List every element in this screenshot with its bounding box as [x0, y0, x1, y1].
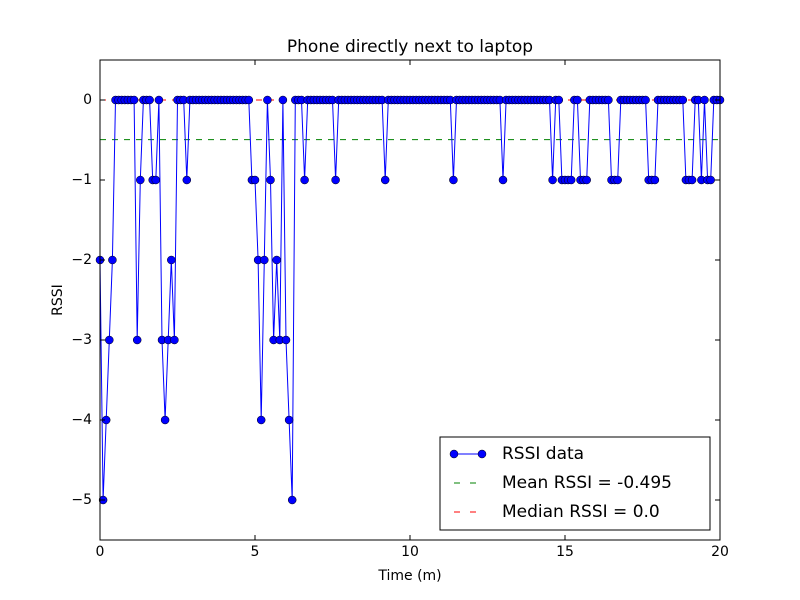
- y-tick-label: −3: [71, 332, 92, 348]
- legend-label: Mean RSSI = -0.495: [502, 473, 672, 493]
- data-point: [566, 175, 576, 185]
- data-point: [284, 415, 294, 425]
- data-point: [132, 335, 142, 345]
- data-point: [604, 95, 613, 105]
- x-tick-label: 15: [556, 544, 574, 560]
- data-point: [300, 175, 309, 185]
- data-point: [700, 95, 709, 105]
- data-point: [380, 175, 390, 185]
- x-tick-label: 20: [711, 544, 729, 560]
- y-tick-label: −5: [71, 492, 92, 508]
- data-point: [170, 335, 179, 345]
- y-tick-label: −4: [71, 412, 92, 428]
- data-point: [136, 175, 145, 185]
- x-axis-label: Time (m): [377, 568, 441, 584]
- data-point: [650, 175, 660, 185]
- y-tick-label: −2: [71, 252, 92, 268]
- y-axis-label: RSSI: [50, 284, 66, 316]
- data-point: [548, 175, 557, 185]
- legend-label: Median RSSI = 0.0: [502, 502, 660, 522]
- legend: RSSI data Mean RSSI = -0.495 Median RSSI =…: [439, 436, 711, 531]
- data-point: [154, 95, 164, 105]
- data-point: [498, 175, 508, 185]
- data-point: [182, 175, 192, 185]
- legend-swatch: [449, 449, 459, 459]
- y-tick-label: −1: [71, 172, 92, 188]
- data-point: [582, 175, 591, 185]
- data-point: [263, 95, 272, 105]
- chart-title: Phone directly next to laptop: [287, 37, 533, 57]
- data-point: [641, 95, 650, 105]
- data-point: [250, 175, 260, 185]
- data-point: [244, 95, 254, 105]
- legend-swatch: [477, 449, 487, 459]
- data-point: [151, 175, 161, 185]
- data-point: [554, 95, 564, 105]
- data-point: [287, 495, 297, 505]
- x-tick-label: 10: [401, 544, 419, 560]
- data-point: [256, 415, 266, 425]
- data-point: [167, 255, 176, 265]
- legend-label: RSSI data: [502, 444, 584, 464]
- data-point: [706, 175, 715, 185]
- data-point: [108, 255, 117, 265]
- data-point: [145, 95, 154, 105]
- x-tick-label: 0: [96, 544, 105, 560]
- y-tick-label: 0: [83, 92, 92, 108]
- data-point: [331, 175, 340, 185]
- data-point: [613, 175, 622, 185]
- data-point: [678, 95, 688, 105]
- data-point: [449, 175, 458, 185]
- data-point: [129, 95, 139, 105]
- data-point: [272, 255, 281, 265]
- data-point: [160, 415, 170, 425]
- x-tick-label: 5: [251, 544, 260, 560]
- data-point: [573, 95, 582, 105]
- data-point: [281, 335, 291, 345]
- data-point: [278, 95, 288, 105]
- data-point: [266, 175, 275, 185]
- data-point: [687, 175, 697, 185]
- data-point: [105, 335, 114, 345]
- data-point: [260, 255, 269, 265]
